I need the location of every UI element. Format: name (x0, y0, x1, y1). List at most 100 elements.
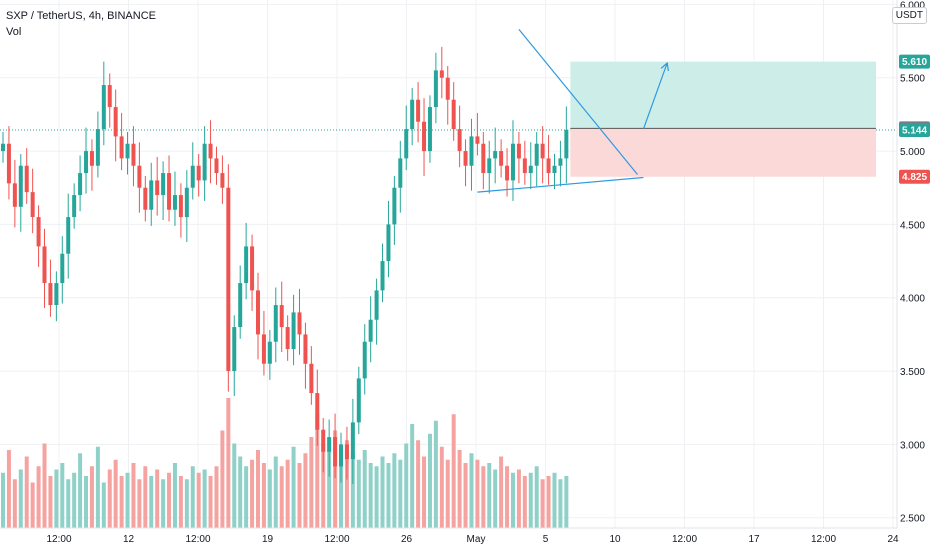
candle-body (534, 143, 539, 166)
symbol-title[interactable]: SXP / TetherUS, 4h, BINANCE (6, 10, 156, 22)
candle-body (30, 192, 35, 218)
price-label: 4.825 (899, 169, 930, 184)
candle-body (42, 246, 47, 284)
volume-bar (516, 469, 521, 528)
price-axis[interactable]: 6.000 5.500 5.000 4.500 4.000 3.500 3.000 2.500… (896, 0, 930, 528)
volume-bar (546, 476, 551, 528)
volume-bar (226, 398, 231, 528)
candle-body (516, 143, 521, 159)
long-position-zones[interactable] (570, 61, 876, 177)
volume-bar (356, 459, 361, 528)
candle-body (499, 151, 504, 166)
candle-body (267, 341, 272, 364)
volume-bar (297, 463, 302, 528)
volume-bar (238, 456, 243, 528)
candle-body (445, 77, 450, 100)
candle-body (119, 136, 124, 159)
volume-bar (303, 453, 308, 528)
candle-body (255, 290, 260, 335)
volume-indicator-label[interactable]: Vol (6, 26, 22, 38)
volume-bar (350, 453, 355, 528)
volume-bar (422, 456, 427, 528)
volume-bar (279, 466, 284, 528)
candle-body (196, 165, 201, 181)
volume-bar (131, 463, 136, 528)
volume-bar (392, 453, 397, 528)
volume-bar (250, 459, 255, 528)
price-label-bg (899, 169, 930, 184)
volume-bar (119, 476, 124, 528)
volume-bar (220, 430, 225, 528)
candle-body (540, 143, 545, 159)
candle-body (475, 136, 480, 144)
candle-body (451, 99, 456, 130)
candle-body (149, 180, 154, 210)
volume-bar (315, 414, 320, 528)
volume-bar (493, 469, 498, 528)
volume-bar (416, 440, 421, 528)
volume-bar (261, 463, 266, 528)
candle-body (427, 107, 432, 152)
price-label-bg (899, 122, 930, 137)
volume-bar (107, 469, 112, 528)
volume-bar (309, 437, 314, 528)
x-tick-label: 19 (262, 534, 274, 545)
candle-body (220, 173, 225, 188)
volume-bar (60, 463, 65, 528)
x-tick-label: 12:00 (811, 534, 836, 545)
candle-body (469, 136, 474, 166)
candle-body (422, 121, 427, 152)
volume-bar (362, 450, 367, 528)
volume-bar (72, 472, 77, 528)
volume-bar (469, 453, 474, 528)
volume-bar (398, 459, 403, 528)
x-tick-label: 12:00 (672, 534, 697, 545)
candle-body (344, 444, 349, 460)
time-axis[interactable]: 12:00 12 12:00 19 12:00 26 May 5 10 12:00 17 12:00 2… (0, 527, 899, 545)
volume-bar (273, 456, 278, 528)
volume-bar (196, 472, 201, 528)
candle-body (54, 283, 59, 306)
candle-body (339, 444, 344, 467)
volume-bar (463, 463, 468, 528)
candle-body (463, 151, 468, 166)
candle-body (6, 143, 11, 184)
projection-arrow-head (660, 61, 669, 72)
candle-body (546, 158, 551, 174)
y-tick-label: 5.500 (900, 74, 925, 85)
volume-bar (36, 466, 41, 528)
volume-bar (89, 466, 94, 528)
trendline-ascending-support (477, 176, 644, 193)
volume-bar (155, 469, 160, 528)
candle-body (155, 180, 160, 196)
candle-body (558, 158, 563, 166)
price-label-bg (899, 54, 930, 69)
x-tick-label: 26 (401, 534, 413, 545)
candle-body (457, 129, 462, 152)
candle-body (113, 107, 118, 137)
candle-body (327, 437, 332, 452)
candle-body (309, 363, 314, 394)
volume-bar (528, 472, 533, 528)
candle-body (202, 143, 207, 181)
candle-body (48, 283, 53, 306)
candle-body (89, 151, 94, 166)
candle-body (297, 312, 302, 335)
volume-bar (380, 456, 385, 528)
candle-body (333, 437, 338, 467)
candle-body (101, 85, 106, 130)
volume-bar (167, 472, 172, 528)
x-tick-label: 12:00 (324, 534, 349, 545)
volume-bar (522, 476, 527, 528)
drawings[interactable] (477, 28, 669, 193)
y-tick-label: 2.500 (900, 514, 925, 525)
y-tick-label: 3.500 (900, 367, 925, 378)
currency-badge[interactable]: USDT (891, 7, 927, 24)
price-label: 5.144 (899, 122, 930, 137)
volume-bar (95, 446, 100, 528)
volume-bar (410, 424, 415, 528)
candle-body (350, 422, 355, 460)
candle-body (356, 378, 361, 423)
candle-body (250, 246, 255, 291)
